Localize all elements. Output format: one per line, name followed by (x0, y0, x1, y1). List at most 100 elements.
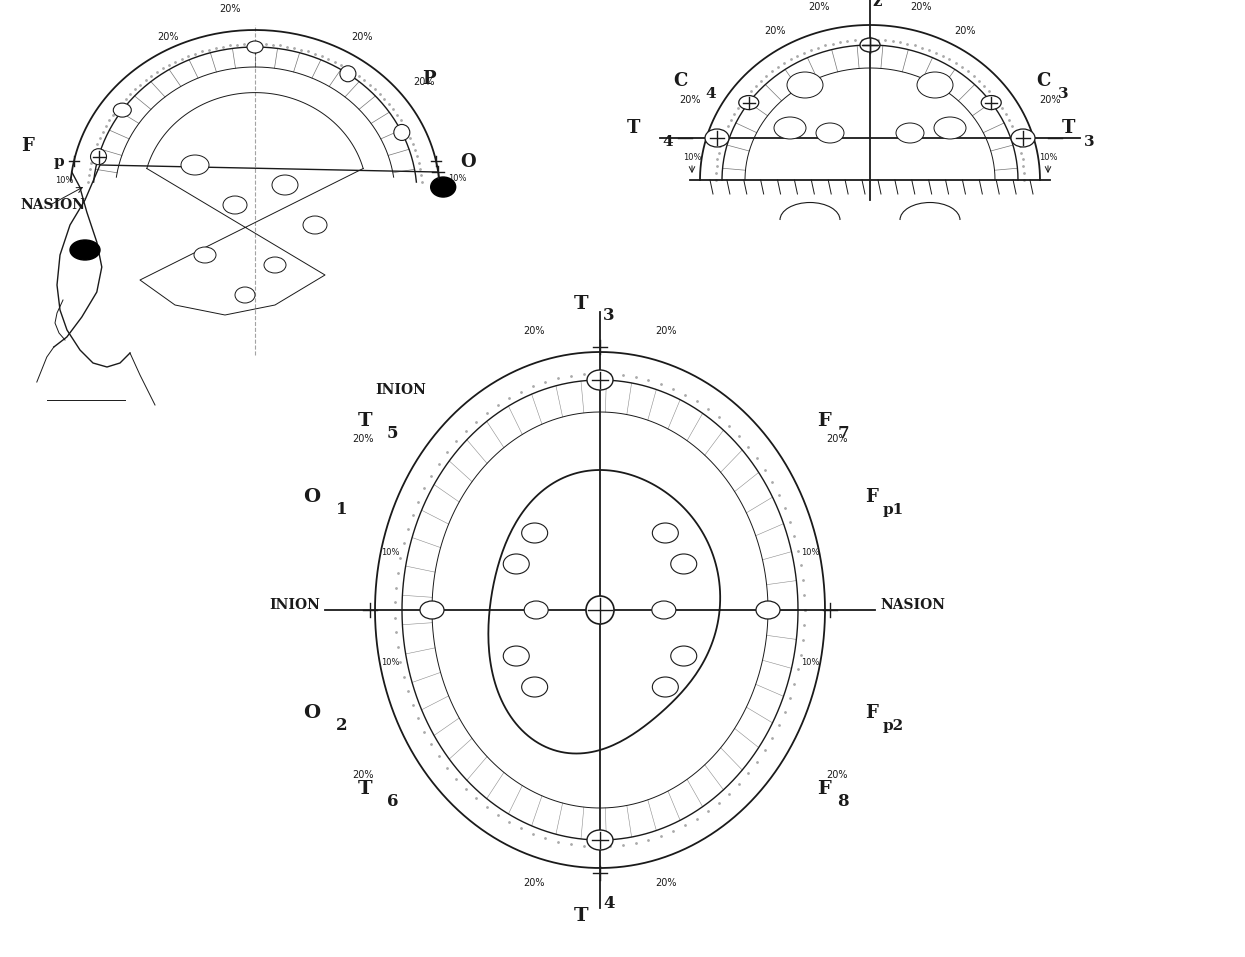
Text: 20%: 20% (827, 434, 848, 444)
Ellipse shape (1011, 129, 1035, 147)
Ellipse shape (303, 216, 327, 234)
Ellipse shape (981, 96, 1001, 109)
Ellipse shape (652, 677, 679, 697)
Text: 20%: 20% (954, 26, 976, 35)
Text: O: O (461, 153, 476, 171)
Ellipse shape (756, 601, 781, 619)
Ellipse shape (787, 72, 823, 98)
Ellipse shape (738, 96, 758, 109)
Text: 20%: 20% (219, 4, 240, 14)
Text: 6: 6 (387, 792, 398, 810)
Text: 20%: 20% (413, 78, 435, 87)
Text: 7: 7 (838, 425, 849, 442)
Text: 20%: 20% (680, 95, 701, 105)
Text: 20%: 20% (523, 878, 545, 888)
Text: O: O (303, 488, 320, 505)
Text: 10%: 10% (682, 153, 701, 162)
Text: 4: 4 (603, 896, 615, 913)
Text: NASION: NASION (880, 598, 945, 612)
Text: 20%: 20% (808, 2, 830, 12)
Text: 20%: 20% (764, 26, 786, 35)
Ellipse shape (194, 247, 215, 263)
Ellipse shape (586, 370, 613, 390)
Ellipse shape (247, 41, 263, 53)
Ellipse shape (522, 677, 548, 697)
Text: 10%: 10% (801, 658, 819, 667)
Text: 4: 4 (662, 135, 672, 149)
Text: 20%: 20% (352, 769, 374, 780)
Text: 10%: 10% (381, 547, 400, 557)
Text: 20%: 20% (523, 326, 545, 336)
Ellipse shape (652, 523, 679, 543)
Text: 4: 4 (706, 87, 716, 100)
Ellipse shape (420, 601, 444, 619)
Text: 8: 8 (838, 792, 849, 810)
Ellipse shape (671, 554, 697, 574)
Ellipse shape (524, 601, 548, 619)
Text: 20%: 20% (352, 434, 374, 444)
Text: 10%: 10% (448, 173, 467, 183)
Ellipse shape (70, 240, 100, 260)
Text: T: T (359, 780, 372, 798)
Ellipse shape (235, 287, 255, 303)
Text: F: F (865, 704, 878, 723)
Text: z: z (872, 0, 881, 10)
Text: INION: INION (269, 598, 320, 612)
Text: 3: 3 (603, 307, 615, 324)
Ellipse shape (586, 830, 613, 850)
Text: 3: 3 (1084, 135, 1094, 149)
Text: 10%: 10% (381, 658, 400, 667)
Text: 20%: 20% (655, 878, 676, 888)
Text: 20%: 20% (910, 2, 931, 12)
Text: p2: p2 (883, 720, 904, 733)
Ellipse shape (918, 72, 952, 98)
Text: 5: 5 (387, 425, 398, 442)
Text: 20%: 20% (352, 33, 374, 42)
Ellipse shape (264, 257, 286, 273)
Text: T: T (359, 412, 372, 430)
Ellipse shape (896, 123, 924, 143)
Ellipse shape (522, 523, 548, 543)
Ellipse shape (774, 117, 806, 139)
Ellipse shape (271, 175, 298, 195)
Text: 20%: 20% (655, 326, 676, 336)
Text: C: C (1036, 72, 1051, 90)
Text: F: F (865, 488, 878, 505)
Text: F: F (818, 412, 832, 430)
Ellipse shape (113, 103, 131, 117)
Text: NASION: NASION (20, 198, 85, 212)
Ellipse shape (503, 646, 529, 666)
Text: 1: 1 (336, 501, 347, 518)
Ellipse shape (934, 117, 966, 139)
Text: T: T (574, 907, 588, 925)
Text: 20%: 20% (827, 769, 848, 780)
Text: 2: 2 (336, 718, 347, 734)
Circle shape (393, 124, 410, 141)
Text: T: T (1062, 119, 1076, 137)
Text: p1: p1 (883, 502, 904, 517)
Circle shape (340, 66, 356, 81)
Ellipse shape (705, 129, 730, 147)
Text: INION: INION (375, 383, 426, 397)
Ellipse shape (223, 196, 247, 214)
Text: P: P (422, 70, 436, 88)
Text: F: F (21, 137, 34, 155)
Text: 10%: 10% (801, 547, 819, 557)
Text: 3: 3 (1058, 87, 1068, 100)
Text: 20%: 20% (157, 33, 178, 42)
Ellipse shape (815, 123, 844, 143)
Text: F: F (193, 0, 207, 4)
Ellipse shape (181, 155, 209, 175)
Ellipse shape (431, 177, 456, 197)
Text: T: T (574, 295, 588, 313)
Text: T: T (626, 119, 640, 137)
Ellipse shape (652, 601, 676, 619)
Ellipse shape (671, 646, 697, 666)
Text: O: O (303, 704, 320, 723)
Ellipse shape (503, 554, 529, 574)
Circle shape (91, 148, 107, 165)
Text: 10%: 10% (55, 176, 73, 185)
Text: p: p (54, 155, 65, 168)
Text: F: F (818, 780, 832, 798)
Text: 20%: 20% (1040, 95, 1061, 105)
